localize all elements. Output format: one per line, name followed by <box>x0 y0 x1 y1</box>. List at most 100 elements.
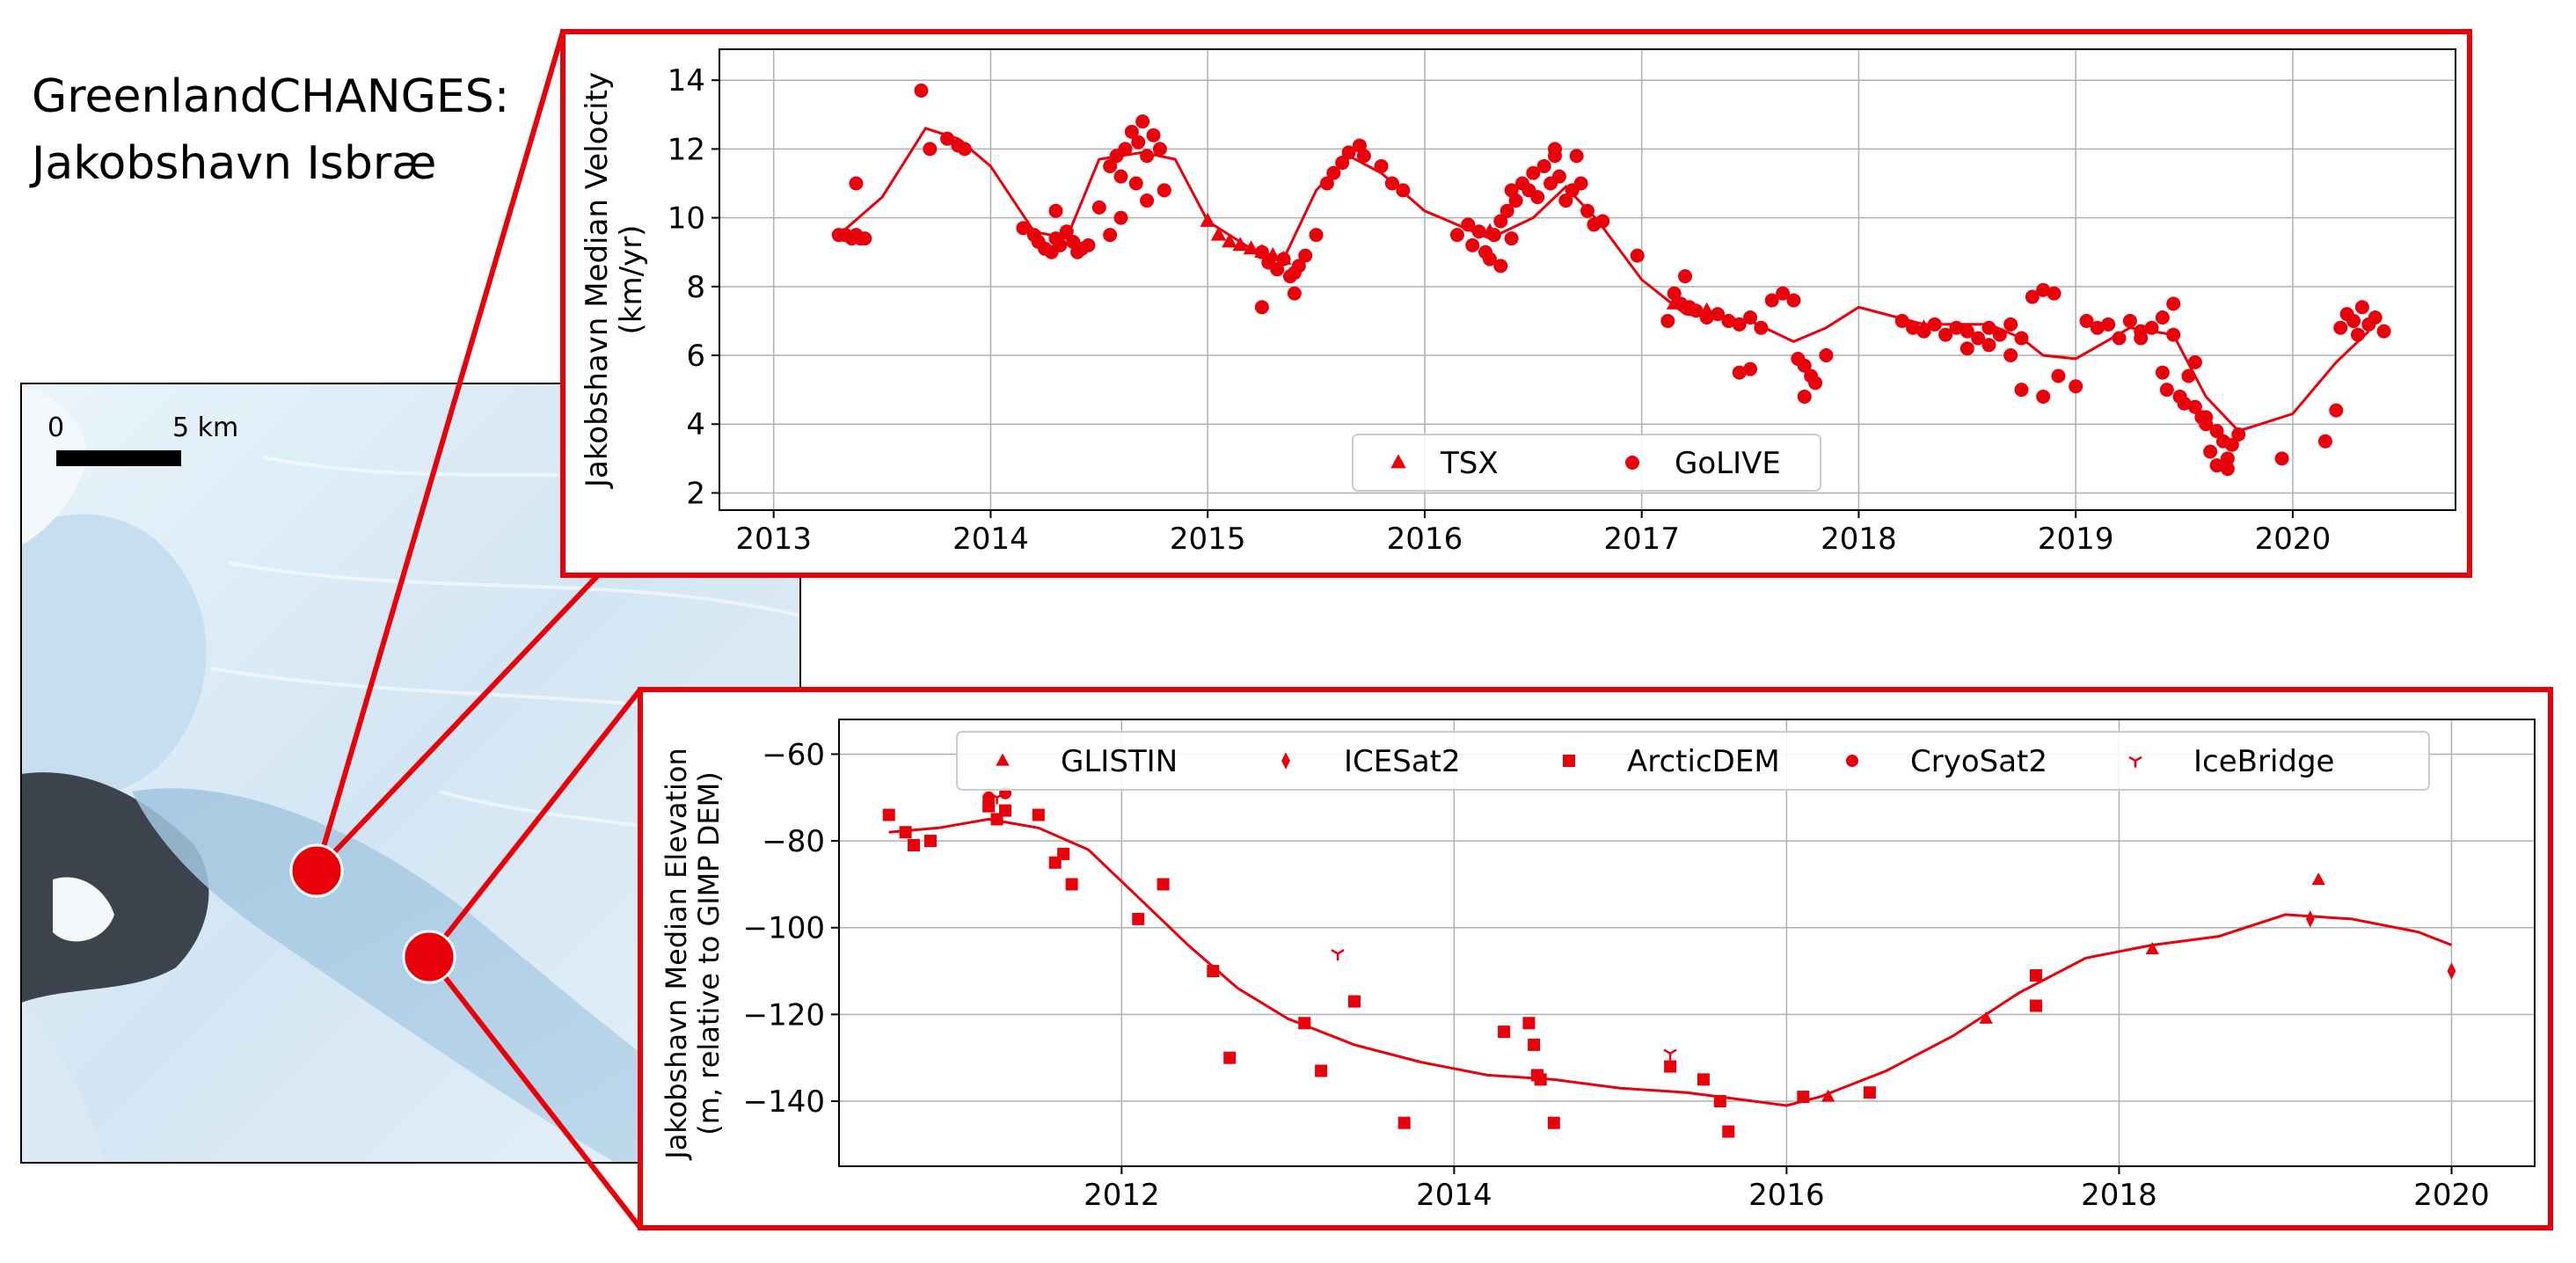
golive-point <box>1667 286 1682 301</box>
x-tick-label: 2013 <box>735 522 812 557</box>
golive-point <box>1754 320 1769 335</box>
golive-point <box>2231 427 2246 442</box>
golive-point <box>1699 310 1714 325</box>
fjord-ice <box>21 1003 106 1163</box>
golive-point <box>2224 437 2239 452</box>
golive-point <box>2376 324 2391 339</box>
arcticdem-point <box>1207 965 1220 978</box>
golive-point <box>1504 183 1519 198</box>
golive-point <box>1500 203 1514 218</box>
golive-point <box>857 231 872 246</box>
golive-point <box>1384 176 1399 191</box>
tsx-point <box>1232 237 1248 252</box>
y-axis-label-line: (m, relative to GIMP DEM) <box>692 771 726 1135</box>
snow-patch <box>53 877 114 942</box>
golive-point <box>2014 383 2029 398</box>
glistin-point <box>1821 1089 1835 1102</box>
golive-point <box>1797 389 1812 404</box>
golive-point <box>1053 237 1068 252</box>
arcticdem-point <box>982 799 996 813</box>
connector-line-velocity-1 <box>314 31 566 872</box>
golive-point <box>1558 193 1573 208</box>
legend-label-glistin: GLISTIN <box>1061 744 1178 779</box>
arcticdem-point <box>1347 995 1361 1008</box>
trend-line <box>837 127 2370 433</box>
golive-point <box>1461 217 1476 232</box>
golive-point <box>2003 348 2018 363</box>
y-axis-label: Jakobshavn Median Velocity(km/yr) <box>580 72 649 489</box>
golive-point <box>2090 320 2105 335</box>
golive-point <box>1287 286 1302 301</box>
golive-point <box>1124 124 1139 139</box>
y-axis-label-line: Jakobshavn Median Elevation <box>660 748 693 1160</box>
golive-point <box>2177 396 2192 411</box>
golive-point <box>2069 379 2083 394</box>
golive-point <box>1916 324 1931 339</box>
y-tick-label: −80 <box>762 824 825 859</box>
x-tick-label: 2015 <box>1170 522 1246 557</box>
golive-point <box>1465 237 1480 252</box>
golive-point <box>2014 331 2029 346</box>
golive-point <box>2350 327 2365 342</box>
golive-point <box>2159 383 2174 398</box>
golive-point <box>1254 300 1269 315</box>
legend-label-icesat2: ICESat2 <box>1344 744 1461 779</box>
golive-point <box>1906 320 1921 335</box>
legend-marker-tsx <box>1390 454 1406 469</box>
golive-point <box>1776 286 1791 301</box>
y-tick-label: 14 <box>668 63 705 99</box>
golive-point <box>1573 176 1588 191</box>
golive-point <box>1949 320 1964 335</box>
arcticdem-point <box>1534 1073 1547 1086</box>
arcticdem-point <box>1547 1116 1560 1129</box>
golive-point <box>2025 289 2040 304</box>
golive-point <box>2346 313 2361 328</box>
y-tick-label: −60 <box>762 737 825 772</box>
arcticdem-point <box>1032 808 1045 821</box>
golive-point <box>957 142 972 157</box>
golive-point <box>1711 307 1726 322</box>
y-axis-label-line: Jakobshavn Median Velocity <box>580 72 615 489</box>
snow-region <box>21 387 88 545</box>
page-title-line-2: Jakobshavn Isbræ <box>32 137 437 190</box>
icebridge-point <box>1663 1048 1677 1061</box>
golive-point <box>1140 193 1155 208</box>
arcticdem-point <box>1528 1038 1541 1051</box>
golive-point <box>1113 169 1128 184</box>
y-tick-label: 8 <box>686 270 705 305</box>
legend-box <box>1352 434 1821 492</box>
golive-point <box>1959 324 1974 339</box>
legend-label-icebridge: IceBridge <box>2193 744 2334 779</box>
golive-point <box>1595 214 1610 229</box>
glistin-point <box>2311 872 2325 886</box>
velocity-chart-frame <box>560 29 2472 578</box>
golive-point <box>1536 158 1551 173</box>
glistin-point <box>1979 1011 1993 1024</box>
connector-line-velocity-2 <box>314 573 601 873</box>
golive-point <box>1547 142 1562 157</box>
golive-point <box>1569 149 1584 164</box>
arcticdem-point <box>899 826 912 839</box>
golive-point <box>2317 434 2332 449</box>
golive-point <box>1309 228 1324 243</box>
y-tick-label: 4 <box>686 407 705 442</box>
golive-point <box>1291 259 1306 274</box>
golive-point <box>1482 252 1497 266</box>
golive-point <box>2122 313 2137 328</box>
arcticdem-point <box>1522 1017 1536 1030</box>
golive-point <box>2209 424 2224 439</box>
golive-point <box>2155 310 2170 325</box>
golive-point <box>1992 327 2007 342</box>
legend-marker-glistin <box>996 753 1010 766</box>
golive-point <box>1140 149 1155 164</box>
connector-line-elevation-2 <box>427 955 643 1230</box>
x-tick-label: 2012 <box>1084 1178 1160 1213</box>
golive-point <box>1471 224 1486 239</box>
arcticdem-point <box>1397 1116 1411 1129</box>
golive-point <box>2209 458 2224 473</box>
golive-point <box>2036 389 2051 404</box>
golive-point <box>1959 341 1974 356</box>
golive-point <box>1048 203 1063 218</box>
golive-point <box>1016 221 1031 236</box>
